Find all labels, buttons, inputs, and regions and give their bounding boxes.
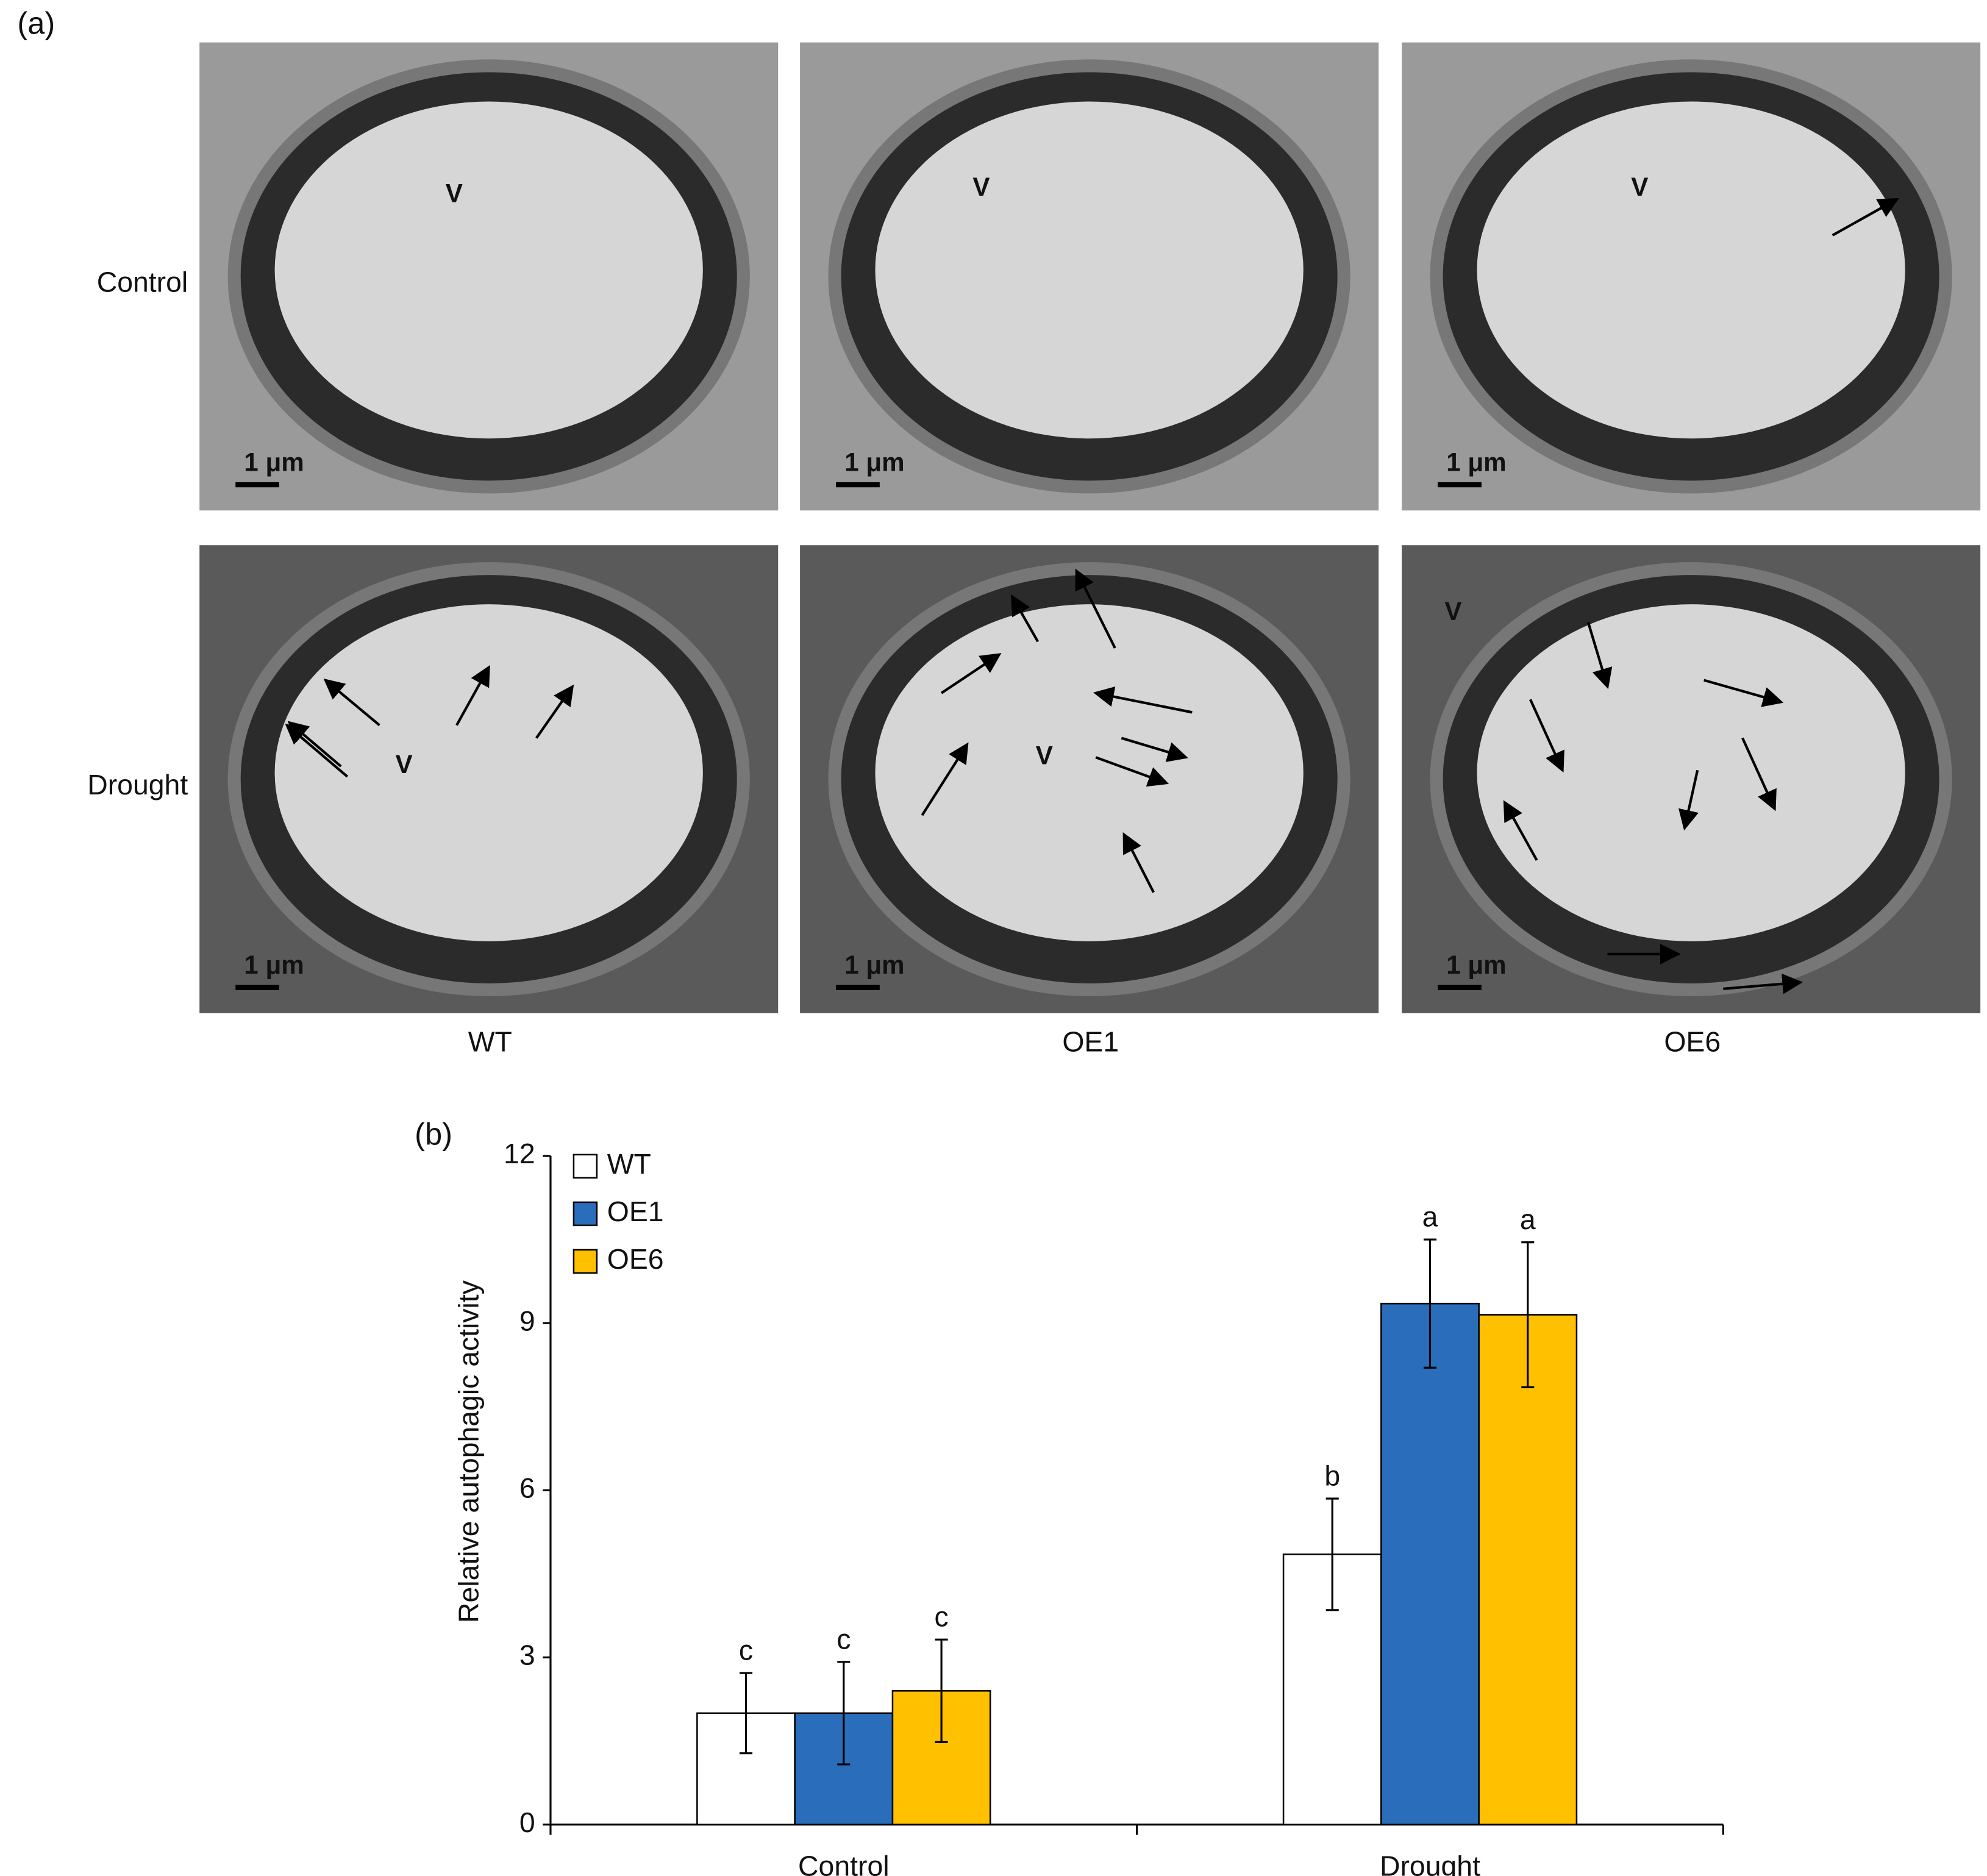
vacuole-label: V: [1444, 597, 1461, 626]
significance-letter: c: [934, 1601, 948, 1633]
significance-letter: b: [1324, 1460, 1340, 1492]
vacuole: [274, 604, 703, 941]
arrow: [1122, 832, 1155, 893]
y-tick-label: 12: [504, 1138, 535, 1169]
bar-chart: 0 3 6 9 12 Relative autophagic activity Contro…: [452, 1138, 1724, 1876]
significance-letter: c: [837, 1623, 851, 1655]
arrow: [1703, 679, 1784, 707]
vacuole-label: V: [1631, 173, 1648, 201]
micrograph: V 1 μm: [800, 42, 1379, 511]
significance-letter: a: [1422, 1201, 1438, 1233]
micrograph: V 1 μm: [199, 42, 779, 511]
scale-bar-label: 1 μm: [1446, 950, 1506, 979]
row-label: Control: [97, 266, 188, 298]
arrow: [1723, 973, 1803, 994]
arrow: [1529, 699, 1564, 773]
arrow: [1095, 756, 1169, 787]
arrow: [1678, 769, 1699, 831]
vacuole: [274, 101, 703, 439]
arrow: [940, 653, 1002, 694]
micrographs: V 1 μm V 1 μm V 1 μm V 1 μm V 1 μm V 1 μm Control Dro…: [87, 42, 1981, 1058]
arrow: [535, 684, 574, 739]
arrow: [1093, 686, 1193, 714]
y-tick-label: 3: [519, 1639, 535, 1671]
legend-label: OE1: [607, 1196, 664, 1227]
arrow: [1503, 800, 1538, 861]
vacuole: [875, 604, 1304, 941]
y-tick-label: 0: [519, 1806, 535, 1838]
vacuole-label: V: [446, 179, 463, 208]
arrow: [921, 742, 969, 816]
legend-swatch: [573, 1154, 598, 1179]
arrow: [455, 665, 490, 726]
bar: [1380, 1302, 1480, 1825]
panel-label: (a): [17, 6, 55, 41]
legend-swatch: [573, 1249, 598, 1274]
significance-letter: c: [739, 1635, 753, 1666]
vacuole: [875, 101, 1304, 439]
vacuole: [1477, 101, 1905, 439]
scale-bar-label: 1 μm: [244, 950, 304, 979]
arrow: [1586, 622, 1613, 690]
vacuole: [1477, 604, 1905, 941]
column-label: OE6: [1664, 1026, 1721, 1058]
micrograph: V 1 μm: [800, 545, 1379, 1013]
legend-label: WT: [607, 1148, 651, 1180]
arrow: [1121, 736, 1188, 762]
scale-bar-label: 1 μm: [244, 448, 304, 476]
vacuole-label: V: [972, 173, 990, 201]
panel-label: (b): [415, 1117, 452, 1152]
micrograph: V 1 μm: [199, 545, 779, 1013]
legend-swatch: [573, 1201, 598, 1227]
row-label: Drought: [87, 769, 188, 801]
micrograph: V 1 μm: [1402, 545, 1981, 1013]
arrow: [1010, 594, 1040, 643]
vacuole-label: V: [1036, 741, 1053, 769]
arrow: [1075, 568, 1116, 649]
column-label: OE1: [1062, 1026, 1119, 1058]
x-tick-label: Drought: [1380, 1850, 1480, 1876]
y-tick-label: 6: [519, 1472, 535, 1504]
y-tick-label: 9: [519, 1305, 535, 1336]
legend-label: OE6: [607, 1243, 664, 1275]
column-label: WT: [468, 1026, 512, 1058]
micrograph: V 1 μm: [1402, 42, 1981, 511]
significance-letter: a: [1520, 1204, 1536, 1235]
arrow: [323, 678, 380, 727]
arrow: [1832, 198, 1899, 237]
x-tick-label: Control: [798, 1850, 890, 1876]
scale-bar-label: 1 μm: [1446, 448, 1506, 476]
arrow: [285, 723, 349, 778]
y-axis-label: Relative autophagic activity: [452, 1280, 484, 1623]
scale-bar-label: 1 μm: [844, 950, 904, 979]
arrow: [1741, 737, 1777, 811]
scale-bar-label: 1 μm: [844, 448, 904, 476]
vacuole-label: V: [395, 750, 412, 779]
bar: [1478, 1314, 1578, 1825]
